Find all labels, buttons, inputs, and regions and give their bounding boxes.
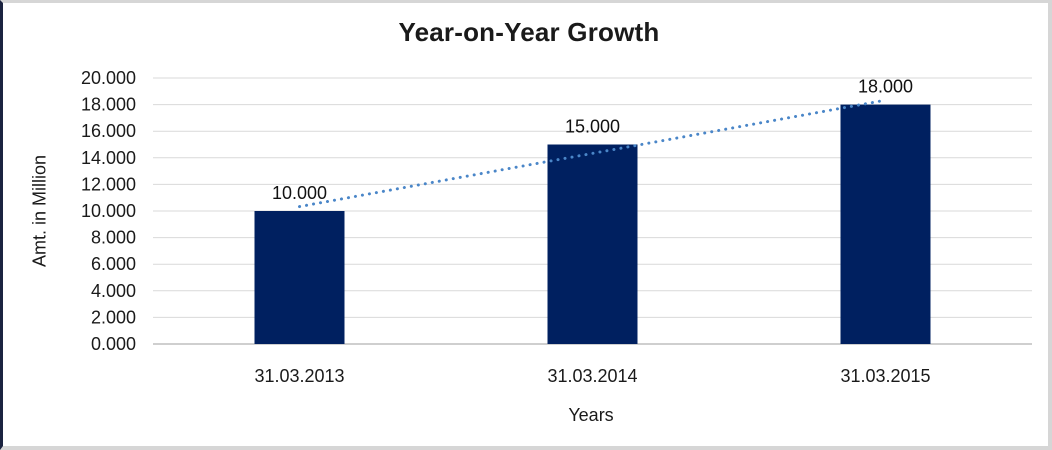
y-axis-tick-label: 4.000 [91, 281, 136, 301]
y-axis-tick-label: 12.000 [81, 174, 136, 194]
x-axis-title: Years [568, 405, 614, 425]
y-axis-tick-label: 18.000 [81, 95, 136, 115]
x-axis-tick-label: 31.03.2015 [840, 366, 930, 386]
bar-31.03.2013 [254, 211, 345, 344]
y-axis-tick-label: 10.000 [81, 201, 136, 221]
x-axis-tick-label: 31.03.2014 [547, 366, 637, 386]
y-axis-tick-label: 20.000 [81, 68, 136, 88]
bar-value-label: 15.000 [565, 117, 620, 137]
y-axis-tick-label: 0.000 [91, 334, 136, 354]
x-axis-tick-label: 31.03.2013 [254, 366, 344, 386]
y-axis-tick-label: 6.000 [91, 254, 136, 274]
y-axis-tick-label: 8.000 [91, 228, 136, 248]
bar-chart-plot-area: 0.000 2.000 4.000 6.000 8.000 10.000 12.000 14.… [81, 68, 1032, 386]
y-axis-tick-label: 14.000 [81, 148, 136, 168]
bar-31.03.2014 [547, 144, 638, 344]
chart-title: Year-on-Year Growth [398, 17, 660, 47]
y-axis-tick-label: 16.000 [81, 121, 136, 141]
y-axis-tick-label: 2.000 [91, 307, 136, 327]
bar-31.03.2015 [840, 104, 931, 344]
trendline-dotted [298, 98, 887, 209]
bar-value-label: 18.000 [858, 77, 913, 97]
bar-value-label: 10.000 [272, 183, 327, 203]
